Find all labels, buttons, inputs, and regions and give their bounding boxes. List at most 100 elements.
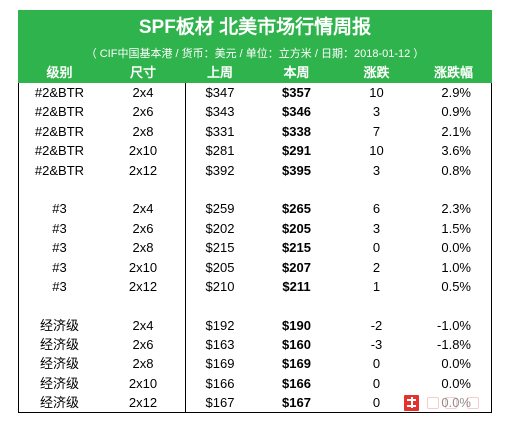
cell-size: 2x6: [132, 104, 154, 120]
cell-change: 0: [372, 356, 381, 372]
empty-cell: [415, 296, 492, 315]
cell-size: 2x8: [132, 123, 154, 139]
cell-change: 0: [372, 240, 381, 256]
spacer-row: [18, 180, 492, 199]
table-row: 经济级 2x6 $163 $160 -3 -1.8%: [18, 335, 492, 354]
column-header-size: 尺寸: [129, 65, 156, 80]
cell-change-pct: 3.6%: [441, 143, 471, 159]
watermark-logo-icon: [404, 395, 492, 412]
cell-this-week: $291: [282, 143, 311, 159]
cell-last-week: $259: [185, 199, 255, 218]
cell-last-week: $169: [185, 354, 255, 373]
cell-change-pct: -1.0%: [437, 317, 471, 333]
cell-change: 1: [372, 278, 381, 294]
cell-grade: #2&BTR: [34, 123, 85, 139]
cell-last-week: $166: [185, 374, 255, 393]
cell-size: 2x4: [132, 201, 154, 217]
cell-last-week: $205: [185, 258, 255, 277]
cell-last-week: $215: [185, 238, 255, 257]
table-row: #2&BTR 2x10 $281 $291 10 3.6%: [18, 141, 492, 160]
empty-cell: [101, 180, 185, 199]
cell-grade: #2&BTR: [34, 162, 85, 178]
report-title: SPF板材 北美市场行情周报: [138, 17, 372, 38]
table-row: 经济级 2x8 $169 $169 0 0.0%: [18, 354, 492, 373]
empty-cell: [255, 180, 338, 199]
table-row: #3 2x4 $259 $265 6 2.3%: [18, 199, 492, 218]
cell-change-pct: 1.0%: [441, 259, 471, 275]
cell-size: 2x12: [128, 162, 158, 178]
cell-change-pct: 2.1%: [441, 123, 471, 139]
cell-last-week: $163: [185, 335, 255, 354]
empty-cell: [338, 296, 415, 315]
cell-this-week: $211: [282, 278, 311, 294]
column-header-change-pct: 涨跌幅: [433, 65, 473, 80]
cell-this-week: $207: [282, 259, 311, 275]
cell-last-week: $331: [185, 122, 255, 141]
table-row: #2&BTR 2x4 $347 $357 10 2.9%: [18, 83, 492, 102]
cell-this-week: $265: [282, 201, 311, 217]
cell-this-week: $205: [282, 220, 311, 236]
cell-grade: #3: [52, 278, 67, 294]
cell-grade: #2&BTR: [34, 143, 85, 159]
cell-this-week: $169: [282, 356, 311, 372]
empty-cell: [18, 296, 101, 315]
cell-change-pct: 0.0%: [441, 240, 471, 256]
cell-change: -2: [370, 317, 383, 333]
cell-change: 3: [372, 220, 381, 236]
column-header-this-week: 本周: [283, 65, 310, 80]
cell-size: 2x10: [128, 143, 158, 159]
cell-grade: #3: [52, 240, 67, 256]
cell-size: 2x4: [132, 317, 154, 333]
cell-size: 2x12: [128, 395, 158, 411]
cell-this-week: $166: [282, 375, 311, 391]
cell-size: 2x6: [132, 337, 154, 353]
cell-grade: 经济级: [39, 356, 79, 372]
cell-last-week: $202: [185, 219, 255, 238]
cell-change: 3: [372, 104, 381, 120]
cell-change: 0: [372, 375, 381, 391]
cell-change: 0: [372, 395, 381, 411]
empty-cell: [18, 180, 101, 199]
cell-grade: #3: [52, 201, 67, 217]
empty-cell: [101, 296, 185, 315]
table-row: #2&BTR 2x6 $343 $346 3 0.9%: [18, 102, 492, 121]
column-header-last-week: 上周: [206, 65, 233, 80]
empty-cell: [255, 296, 338, 315]
table-row: #3 2x8 $215 $215 0 0.0%: [18, 238, 492, 257]
cell-grade: #3: [52, 220, 67, 236]
table-header: SPF板材 北美市场行情周报 （ CIF中国基本港 / 货币：美元 / 单位：立…: [18, 10, 492, 83]
table-row: 经济级 2x10 $166 $166 0 0.0%: [18, 374, 492, 393]
cell-last-week: $343: [185, 102, 255, 121]
cell-change: -3: [370, 337, 383, 353]
cell-size: 2x8: [132, 240, 154, 256]
empty-cell: [338, 180, 415, 199]
cell-change: 2: [372, 259, 381, 275]
report-subtitle: （ CIF中国基本港 / 货币：美元 / 单位：立方米 / 日期：2018-01…: [85, 48, 425, 60]
cell-grade: 经济级: [39, 317, 79, 333]
cell-change: 7: [372, 123, 381, 139]
watermark-red-square: [404, 395, 419, 411]
empty-cell: [185, 296, 255, 315]
cell-change-pct: 0.0%: [441, 356, 471, 372]
cell-change: 10: [369, 143, 384, 159]
cell-this-week: $346: [282, 104, 311, 120]
cell-this-week: $395: [282, 162, 311, 178]
watermark-faded-mark: [421, 395, 491, 411]
table-row: 经济级 2x4 $192 $190 -2 -1.0%: [18, 316, 492, 335]
cell-grade: #3: [52, 259, 67, 275]
cell-size: 2x10: [128, 259, 158, 275]
cell-last-week: $392: [185, 161, 255, 180]
cell-change: 10: [369, 85, 384, 100]
cell-this-week: $190: [282, 317, 311, 333]
column-header-row: 级别 尺寸 上周 本周 涨跌 涨跌幅: [18, 62, 492, 83]
price-table: SPF板材 北美市场行情周报 （ CIF中国基本港 / 货币：美元 / 单位：立…: [18, 10, 492, 413]
empty-cell: [185, 180, 255, 199]
cell-size: 2x4: [132, 85, 154, 100]
cell-this-week: $338: [282, 123, 311, 139]
cell-change-pct: 2.9%: [441, 85, 471, 100]
cell-last-week: $281: [185, 141, 255, 160]
cell-last-week: $167: [185, 393, 255, 412]
cell-grade: #2&BTR: [34, 85, 85, 100]
cell-this-week: $160: [282, 337, 311, 353]
cell-change-pct: 2.3%: [441, 201, 471, 217]
